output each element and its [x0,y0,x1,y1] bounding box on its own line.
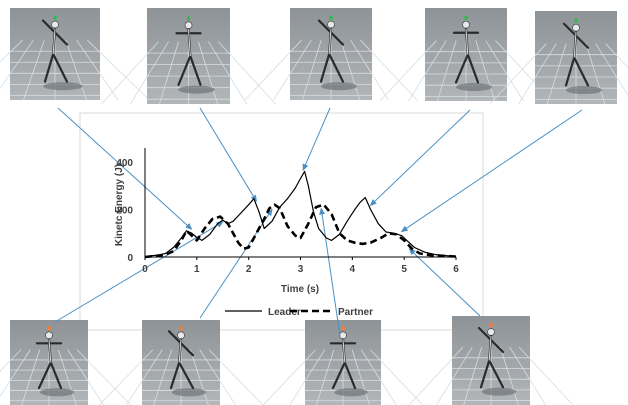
motion-frame-thumbnail [0,8,150,101]
dancer-figure-icon [452,15,493,92]
dancer-figure-icon [317,15,358,91]
dancer-figure-icon [329,326,368,397]
annotation-arrow [199,107,257,203]
motion-frame-thumbnail [262,320,424,405]
motion-frame-thumbnail [244,8,418,101]
chart-frame [79,112,484,331]
annotation-arrow [400,109,583,233]
motion-frame-thumbnail [379,8,553,102]
y-tick-label: 0 [127,253,133,264]
floor-grid [244,39,418,101]
annotation-arrow [54,221,224,323]
x-axis-label: Time (s) [281,284,319,295]
annotation-arrows [54,107,583,337]
motion-frames [0,8,628,405]
annotation-arrow [57,107,193,230]
motion-frame-thumbnail [98,320,264,405]
motion-frame-thumbnail [101,8,276,105]
legend-label-partner: Partner [338,307,373,318]
annotation-arrow [369,109,471,207]
x-tick-label: 1 [194,264,200,275]
dancer-figure-icon [41,15,83,91]
x-tick-label: 0 [142,264,148,275]
floor-grid [101,41,276,105]
motion-frame-thumbnail [0,320,132,405]
series-line-leader [144,170,457,258]
annotation-arrow [302,107,331,171]
dancer-figure-icon [562,18,603,95]
series-line-partner [144,203,457,259]
motion-frame-thumbnail [408,316,574,405]
annotation-arrow [319,207,341,337]
dancer-figure-icon [477,323,517,396]
floor-grid [0,349,132,405]
x-tick-label: 5 [401,264,407,275]
legend: Leader Partner [225,307,373,318]
x-tick-label: 4 [350,264,356,275]
motion-frame-thumbnail [489,11,628,105]
chart-series [144,170,457,259]
floor-grid [408,346,574,405]
floor-grid [98,349,264,405]
dancer-figure-icon [35,326,75,397]
dancer-figure-icon [167,326,207,397]
y-axis-label: Kinetc Energy (J) [114,164,125,246]
floor-grid [262,349,424,405]
y-tick-label: 400 [116,158,133,169]
x-tick-label: 3 [298,264,304,275]
dancer-figure-icon [175,16,215,94]
annotation-arrow [408,248,481,317]
chart-axes: 0 1 2 3 4 5 6 0 200 400 [116,148,459,275]
legend-label-leader: Leader [268,307,301,318]
y-tick-label: 200 [116,205,133,216]
x-tick-label: 6 [453,264,459,275]
x-tick-label: 2 [246,264,252,275]
